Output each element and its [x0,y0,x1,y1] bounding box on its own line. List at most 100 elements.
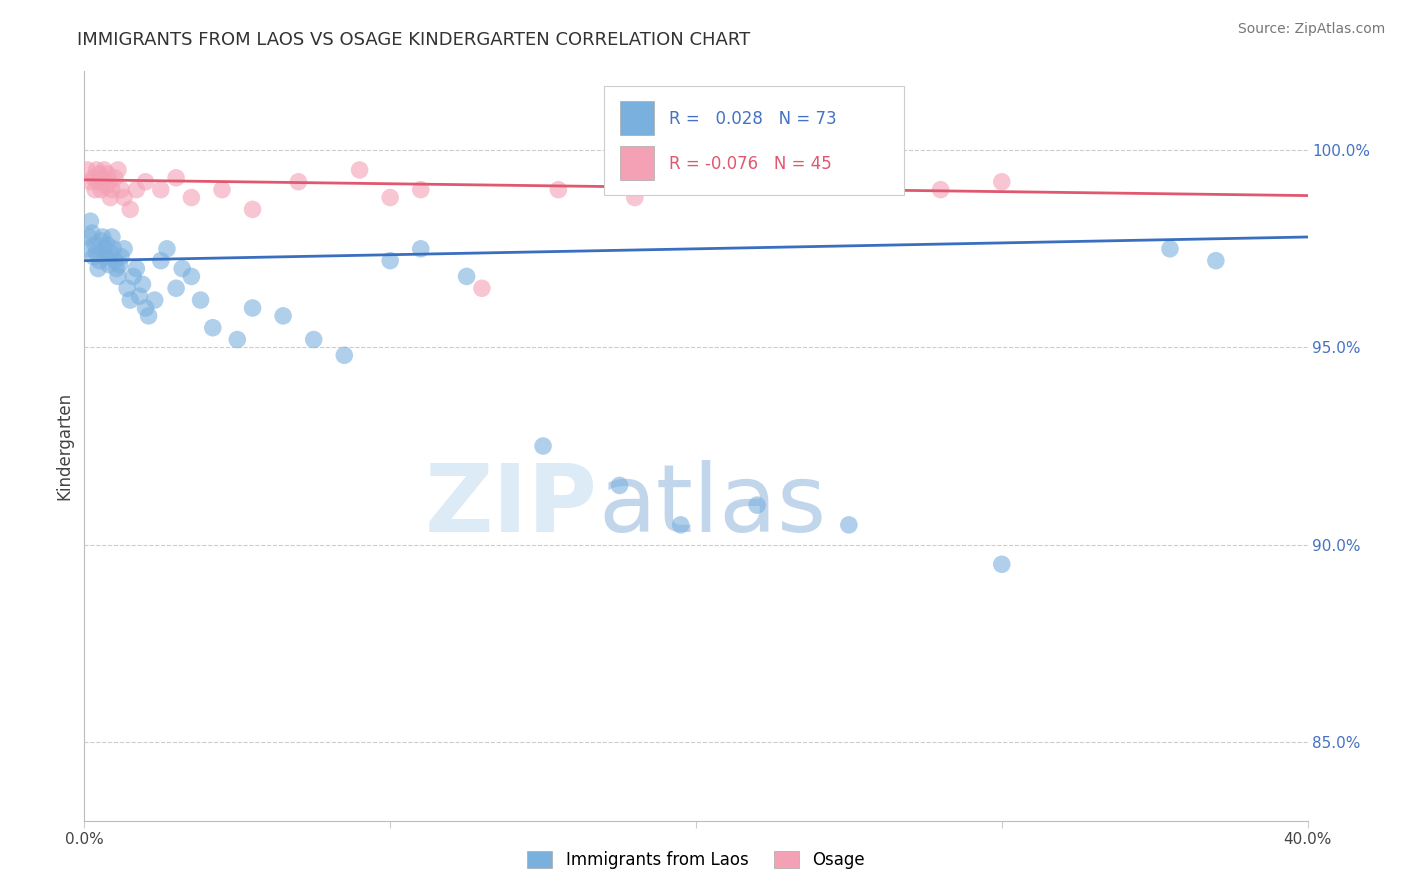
Point [91,230,114,244]
Point [456,269,478,284]
Point [80,226,103,240]
Point [93,163,115,178]
Point [125,261,148,276]
Point [180,269,202,284]
Point [112,190,135,204]
Point [110,183,132,197]
Point [101,230,124,244]
Point [125,183,148,197]
Point [226,333,249,347]
Point [98,245,121,260]
Point [991,558,1014,572]
Point [107,163,129,178]
Text: R = -0.076   N = 45: R = -0.076 N = 45 [669,154,832,172]
Point [96,238,118,252]
Point [609,478,631,492]
Point [131,277,153,292]
Point [349,163,371,178]
Point [98,190,121,204]
Point [84,183,107,197]
Point [190,293,212,307]
Point [409,183,432,197]
Point [84,238,107,252]
Point [128,289,150,303]
Point [991,175,1014,189]
Point [79,175,101,189]
Point [120,202,142,217]
Point [122,269,145,284]
Point [103,242,125,256]
Bar [620,146,654,180]
Point [76,242,98,256]
Bar [620,102,654,135]
Point [104,253,127,268]
Point [143,293,166,307]
Point [135,301,157,315]
Point [242,202,264,217]
Text: IMMIGRANTS FROM LAOS VS OSAGE KINDERGARTEN CORRELATION CHART: IMMIGRANTS FROM LAOS VS OSAGE KINDERGART… [77,31,751,49]
Point [120,293,142,307]
Point [115,281,138,295]
Point [531,439,554,453]
Text: R =   0.028   N = 73: R = 0.028 N = 73 [669,110,837,128]
Point [380,190,402,204]
Point [180,190,202,204]
Point [547,183,569,197]
Point [929,183,952,197]
Point [471,281,494,295]
Point [96,167,118,181]
Y-axis label: Kindergarten: Kindergarten [55,392,73,500]
Point [86,245,108,260]
Point [172,261,194,276]
Legend: Immigrants from Laos, Osage: Immigrants from Laos, Osage [520,845,872,876]
Point [747,175,769,189]
Point [79,214,101,228]
Point [89,167,111,181]
Point [669,517,692,532]
Point [624,190,647,204]
Point [108,258,131,272]
Point [747,498,769,512]
Point [90,183,112,197]
Point [91,170,114,185]
Point [105,261,128,276]
Point [1159,242,1181,256]
Point [97,175,120,189]
Point [333,348,356,362]
Point [201,320,224,334]
Point [138,309,160,323]
Point [149,183,172,197]
Point [101,183,124,197]
Point [76,163,98,178]
Point [97,258,120,272]
Point [380,253,402,268]
Point [87,175,110,189]
Point [211,183,233,197]
Text: atlas: atlas [598,460,827,552]
Point [89,253,111,268]
Point [1205,253,1227,268]
Point [156,242,179,256]
Point [838,517,860,532]
Point [271,309,294,323]
Point [87,261,110,276]
Point [165,170,187,185]
Point [77,230,100,244]
Point [94,178,117,193]
Point [149,253,172,268]
Text: ZIP: ZIP [425,460,598,552]
Text: Source: ZipAtlas.com: Source: ZipAtlas.com [1237,22,1385,37]
Point [110,250,132,264]
Point [135,175,157,189]
Point [90,234,112,248]
Point [86,163,108,178]
FancyBboxPatch shape [605,87,904,195]
Point [112,242,135,256]
Point [302,333,325,347]
Point [409,242,432,256]
Point [287,175,309,189]
Point [107,269,129,284]
Point [83,170,105,185]
Point [94,250,117,264]
Point [83,250,105,264]
